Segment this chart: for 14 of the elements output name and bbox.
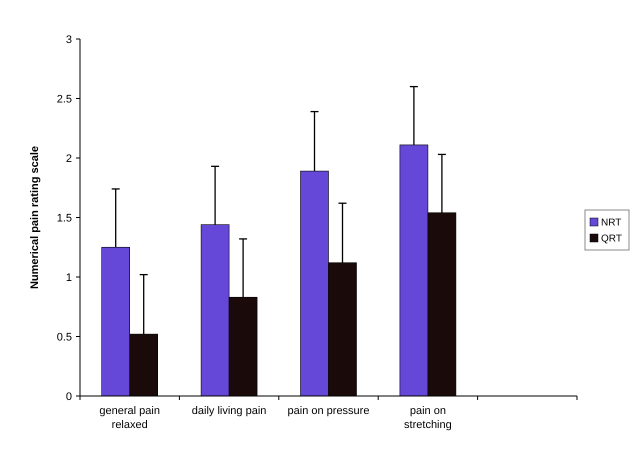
y-tick-label: 2.5 bbox=[56, 93, 72, 106]
y-tick-label: 2 bbox=[66, 152, 72, 165]
x-tick-label: pain on pressure bbox=[288, 405, 370, 417]
y-axis-title: Numerical pain rating scale bbox=[29, 146, 41, 290]
y-tick-label: 3 bbox=[66, 34, 72, 46]
x-tick-label: general pain relaxed bbox=[99, 405, 160, 431]
y-tick-label: 1.5 bbox=[56, 212, 72, 224]
legend-label: QRT bbox=[601, 234, 622, 244]
y-tick-label: 0.5 bbox=[56, 331, 72, 344]
x-tick-label: pain on stretching bbox=[404, 405, 452, 431]
legend-label: NRT bbox=[601, 218, 622, 228]
y-tick-label: 0 bbox=[66, 390, 72, 403]
y-tick-label: 1 bbox=[66, 272, 72, 284]
x-tick-label: daily living pain bbox=[192, 405, 266, 417]
